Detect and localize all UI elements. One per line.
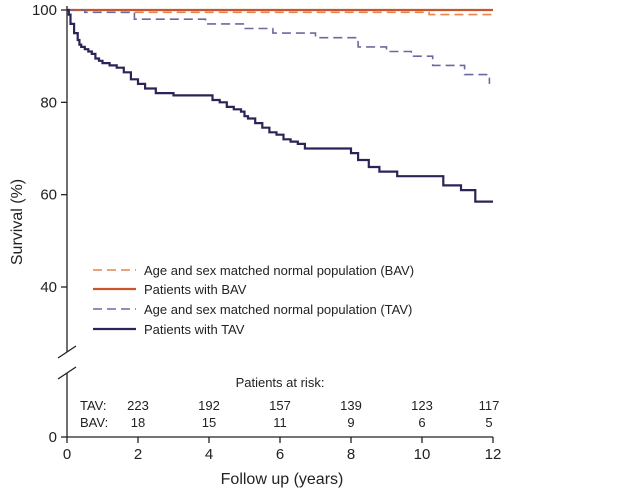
risk-value: 6	[418, 415, 425, 430]
risk-value: 139	[340, 398, 362, 413]
risk-value: 11	[273, 415, 287, 430]
series-line-age-and-sex-matched-normal-population-tav	[67, 9, 491, 84]
risk-value: 117	[479, 398, 500, 413]
axis-break-mark	[57, 345, 77, 359]
x-tick-label: 10	[414, 446, 431, 463]
risk-value: 15	[202, 415, 216, 430]
x-tick-label: 8	[347, 446, 355, 463]
x-tick-label: 2	[134, 446, 142, 463]
x-tick-label: 0	[63, 446, 71, 463]
legend: Age and sex matched normal population (B…	[93, 263, 414, 337]
x-tick-label: 6	[276, 446, 284, 463]
legend-label: Patients with BAV	[144, 282, 247, 297]
risk-value: 5	[485, 415, 492, 430]
y-tick-label: 0	[49, 429, 57, 446]
risk-table: Patients at risk: TAV: 223 192 157 139 123 117 B…	[80, 375, 499, 430]
y-tick-label: 100	[32, 2, 57, 19]
y-tick-label: 60	[40, 187, 57, 204]
risk-row-label: BAV:	[80, 415, 108, 430]
risk-value: 192	[198, 398, 220, 413]
risk-row-label: TAV:	[80, 398, 106, 413]
axis-break-mark	[57, 366, 77, 380]
risk-value: 157	[269, 398, 291, 413]
risk-value: 18	[131, 415, 145, 430]
series-lines	[67, 8, 493, 203]
legend-label: Age and sex matched normal population (T…	[144, 302, 412, 317]
legend-label: Patients with TAV	[144, 322, 245, 337]
series-line-patients-with-tav	[67, 8, 493, 203]
y-tick-label: 80	[40, 94, 57, 111]
y-tick-label: 40	[40, 279, 57, 296]
x-tick-label: 4	[205, 446, 213, 463]
risk-value: 123	[411, 398, 433, 413]
legend-label: Age and sex matched normal population (B…	[144, 263, 414, 278]
y-axis-label: Survival (%)	[9, 179, 26, 265]
x-axis-label: Follow up (years)	[221, 471, 344, 488]
x-tick-label: 12	[485, 446, 502, 463]
risk-value: 9	[347, 415, 354, 430]
risk-value: 223	[127, 398, 149, 413]
axes: 0 40 60 80 100 0 2 4 6 8 10 12	[32, 2, 501, 463]
risk-table-title: Patients at risk:	[236, 375, 325, 390]
